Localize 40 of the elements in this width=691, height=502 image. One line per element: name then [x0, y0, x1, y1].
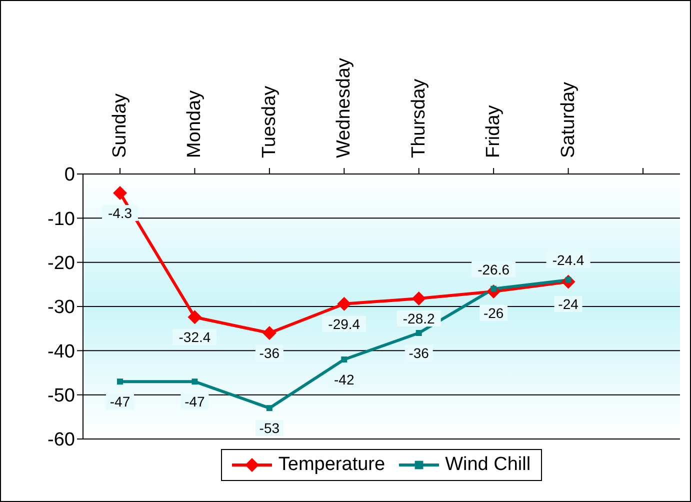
y-tick-label: -10 [48, 208, 75, 230]
y-tick-label: -20 [48, 253, 75, 274]
data-label: -53 [259, 420, 280, 436]
point [188, 310, 202, 324]
data-label: -29.4 [328, 316, 360, 332]
point [117, 378, 123, 385]
legend-label: Temperature [277, 454, 386, 476]
data-label: -47 [184, 394, 206, 410]
x-tick-label: Wednesday [334, 58, 355, 158]
x-tick-label: Tuesday [258, 85, 280, 158]
data-label: -24.4 [552, 252, 584, 268]
y-tick-label: -30 [48, 297, 75, 318]
y-tick-label: -40 [48, 341, 75, 362]
point [266, 405, 272, 412]
data-label: -24 [558, 296, 579, 312]
legend-label: Wind Chill [444, 454, 531, 476]
x-tick-label: Friday [483, 104, 504, 158]
data-label: -42 [334, 372, 354, 388]
y-tick-label: 0 [64, 164, 75, 186]
data-label: -26 [483, 304, 504, 321]
point [262, 326, 276, 340]
x-tick-label: Sunday [110, 93, 130, 158]
point [416, 330, 422, 336]
y-tick-label: -50 [48, 386, 75, 407]
x-tick-label: Saturday [558, 81, 579, 158]
x-tick-label: Monday [184, 90, 206, 158]
point [113, 186, 127, 200]
data-label: -4.3 [108, 204, 132, 221]
data-label: -26.6 [478, 261, 510, 278]
point [337, 296, 352, 311]
y-tick-label: -60 [48, 430, 75, 451]
data-label: -32.4 [178, 329, 211, 346]
point [341, 356, 348, 362]
data-label: -36 [408, 345, 430, 361]
data-label: -28.2 [402, 310, 436, 327]
data-label: -47 [110, 394, 130, 410]
point [192, 378, 198, 385]
x-tick-label: Thursday [408, 78, 430, 158]
point [412, 292, 426, 306]
data-label: -36 [259, 345, 280, 361]
